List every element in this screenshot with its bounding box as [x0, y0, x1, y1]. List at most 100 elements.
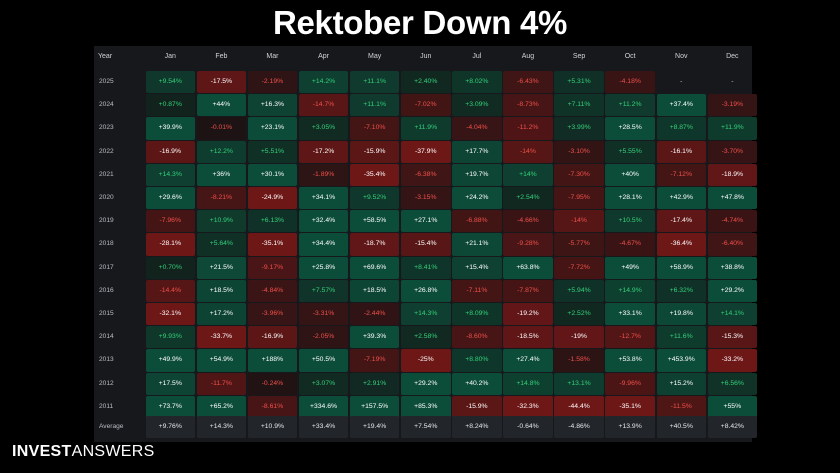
heatmap-cell: -33.7% — [197, 326, 247, 348]
average-cell: +10.9% — [248, 416, 298, 438]
heatmap-cell: +7.11% — [554, 94, 604, 116]
heatmap-cell: +11.9% — [401, 117, 451, 139]
year-label-2025: 2025 — [99, 71, 143, 93]
heatmap-cell: -3.70% — [708, 141, 758, 163]
heatmap-cell: +6.32% — [657, 280, 707, 302]
heatmap-cell: -11.5% — [657, 396, 707, 418]
heatmap-cell: -14% — [503, 141, 553, 163]
heatmap-cell: +7.57% — [299, 280, 349, 302]
heatmap-cell: -16.9% — [146, 141, 196, 163]
heatmap-cell: +8.09% — [452, 303, 502, 325]
heatmap-cell: +0.87% — [146, 94, 196, 116]
heatmap-cell: -35.4% — [350, 164, 400, 186]
heatmap-cell: -15.9% — [452, 396, 502, 418]
heatmap-cell: +6.56% — [708, 373, 758, 395]
heatmap-cell: +8.87% — [657, 117, 707, 139]
heatmap-cell: +14.3% — [146, 164, 196, 186]
heatmap-cell: -7.19% — [350, 349, 400, 371]
heatmap-cell: -8.21% — [197, 187, 247, 209]
heatmap-cell: -44.4% — [554, 396, 604, 418]
brand-logo-light: ANSWERS — [72, 443, 155, 460]
heatmap-cell: -7.87% — [503, 280, 553, 302]
heatmap-cell: +16.3% — [248, 94, 298, 116]
heatmap-cell: +8.80% — [452, 349, 502, 371]
heatmap-cell: -4.84% — [248, 280, 298, 302]
heatmap-cell: +19.8% — [657, 303, 707, 325]
heatmap-cell: +29.2% — [401, 373, 451, 395]
heatmap-cell: -15.9% — [350, 141, 400, 163]
heatmap-cell: +44% — [197, 94, 247, 116]
month-header-dec: Dec — [708, 52, 758, 62]
heatmap-cell: +29.2% — [708, 280, 758, 302]
heatmap-cell: +2.40% — [401, 71, 451, 93]
heatmap-cell: +3.09% — [452, 94, 502, 116]
heatmap-cell: +53.8% — [605, 349, 655, 371]
heatmap-cell: +40.2% — [452, 373, 502, 395]
heatmap-cell: +33.1% — [605, 303, 655, 325]
heatmap-cell: -0.24% — [248, 373, 298, 395]
heatmap-cell: -9.17% — [248, 257, 298, 279]
heatmap-cell: +21.1% — [452, 233, 502, 255]
heatmap-cell: +39.3% — [350, 326, 400, 348]
heatmap-cell: -3.15% — [401, 187, 451, 209]
month-header-jan: Jan — [146, 52, 196, 62]
heatmap-cell: +49.9% — [146, 349, 196, 371]
year-label-2017: 2017 — [99, 257, 143, 279]
heatmap-cell: +25.8% — [299, 257, 349, 279]
heatmap-cell: +5.55% — [605, 141, 655, 163]
heatmap-cell: +188% — [248, 349, 298, 371]
heatmap-cell: +5.51% — [248, 141, 298, 163]
heatmap-cell: -18.5% — [503, 326, 553, 348]
heatmap-cell: -3.19% — [708, 94, 758, 116]
average-cell: +8.42% — [708, 416, 758, 438]
year-label-2023: 2023 — [99, 117, 143, 139]
average-cell: +40.5% — [657, 416, 707, 438]
month-header-apr: Apr — [299, 52, 349, 62]
heatmap-cell: +14.3% — [401, 303, 451, 325]
heatmap-cell: -6.38% — [401, 164, 451, 186]
average-cell: +13.9% — [605, 416, 655, 438]
average-cell: +19.4% — [350, 416, 400, 438]
heatmap-cell: -3.96% — [248, 303, 298, 325]
heatmap-cell: +28.5% — [605, 117, 655, 139]
heatmap-cell: -6.40% — [708, 233, 758, 255]
heatmap-cell: -28.1% — [146, 233, 196, 255]
heatmap-cell: -19% — [554, 326, 604, 348]
heatmap-cell: -25% — [401, 349, 451, 371]
heatmap-cell: +36% — [197, 164, 247, 186]
heatmap-cell: -4.67% — [605, 233, 655, 255]
heatmap-cell: -2.05% — [299, 326, 349, 348]
heatmap-cell: +11.6% — [657, 326, 707, 348]
heatmap-cell: -3.10% — [554, 141, 604, 163]
heatmap-cell: +24.2% — [452, 187, 502, 209]
heatmap-cell: +14.1% — [708, 303, 758, 325]
month-header-aug: Aug — [503, 52, 553, 62]
heatmap-cell: -7.95% — [554, 187, 604, 209]
heatmap-cell: +15.4% — [452, 257, 502, 279]
heatmap-cell: +49% — [605, 257, 655, 279]
heatmap-cell: -15.4% — [401, 233, 451, 255]
year-label-2015: 2015 — [99, 303, 143, 325]
month-header-jun: Jun — [401, 52, 451, 62]
heatmap-cell: -2.44% — [350, 303, 400, 325]
heatmap-cell: -1.89% — [299, 164, 349, 186]
heatmap-cell: -16.1% — [657, 141, 707, 163]
heatmap-cell: +14.2% — [299, 71, 349, 93]
heatmap-cell: +23.1% — [248, 117, 298, 139]
heatmap-cell: +5.64% — [197, 233, 247, 255]
year-label-2021: 2021 — [99, 164, 143, 186]
heatmap-cell: +8.02% — [452, 71, 502, 93]
heatmap-cell: -12.7% — [605, 326, 655, 348]
heatmap-cell: -6.88% — [452, 210, 502, 232]
heatmap-cell: +30.1% — [248, 164, 298, 186]
heatmap-cell: - — [657, 71, 707, 93]
heatmap-cell: +157.5% — [350, 396, 400, 418]
heatmap-cell: +14% — [503, 164, 553, 186]
average-cell: +9.76% — [146, 416, 196, 438]
year-label-2012: 2012 — [99, 373, 143, 395]
row-header-label: Year — [98, 52, 128, 62]
heatmap-cell: -24.9% — [248, 187, 298, 209]
heatmap-cell: +2.91% — [350, 373, 400, 395]
heatmap-cell: +453.9% — [657, 349, 707, 371]
heatmap-cell: - — [708, 71, 758, 93]
